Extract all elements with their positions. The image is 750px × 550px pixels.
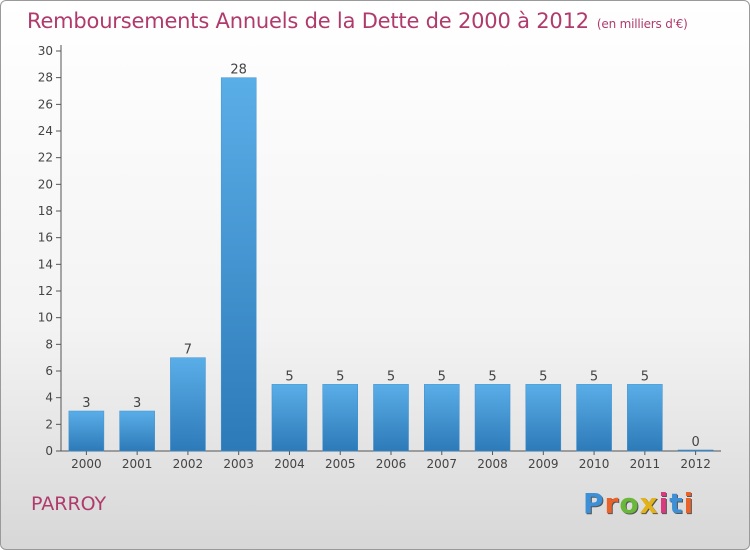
- x-tick-label: 2010: [579, 457, 610, 471]
- value-label-2012: 0: [691, 435, 699, 450]
- value-label-2002: 7: [184, 343, 192, 358]
- y-tick-label: 30: [38, 44, 53, 58]
- y-tick-label: 10: [38, 311, 53, 325]
- value-label-2008: 5: [488, 369, 496, 384]
- bar-2012: [677, 449, 714, 452]
- logo-letter: i: [658, 487, 670, 520]
- y-tick-label: 16: [38, 231, 53, 245]
- x-tick-label: 2004: [274, 457, 305, 471]
- x-tick-label: 2003: [223, 457, 254, 471]
- y-tick-label: 26: [38, 97, 53, 111]
- logo-letter: x: [639, 487, 659, 520]
- y-tick-label: 0: [45, 444, 53, 458]
- chart-bars: 3 3 7 28 5 5 5 5 5 5 5 5 0: [68, 63, 714, 452]
- x-tick-label: 2012: [680, 457, 711, 471]
- value-label-2000: 3: [82, 396, 90, 411]
- value-label-2009: 5: [539, 369, 547, 384]
- bar-2002: [170, 357, 206, 452]
- x-tick-label: 2011: [630, 457, 661, 471]
- y-tick-label: 6: [45, 364, 53, 378]
- bar-2000: [68, 410, 105, 452]
- chart-title: Remboursements Annuels de la Dette de 20…: [27, 9, 688, 33]
- y-tick-label: 8: [45, 337, 53, 351]
- bar-2011: [627, 384, 663, 452]
- logo-letter: i: [683, 487, 695, 520]
- y-tick-label: 14: [38, 257, 53, 271]
- bar-2006: [373, 384, 409, 452]
- y-tick-label: 24: [38, 124, 53, 138]
- logo-letter: r: [604, 487, 620, 520]
- x-tick-label: 2001: [122, 457, 153, 471]
- bar-2010: [576, 384, 612, 452]
- value-label-2010: 5: [590, 369, 598, 384]
- bar-2001: [119, 410, 155, 452]
- x-tick-label: 2000: [71, 457, 102, 471]
- logo-letter: P: [583, 487, 605, 520]
- y-tick-label: 22: [38, 151, 53, 165]
- chart-title-text: Remboursements Annuels de la Dette de 20…: [27, 9, 589, 33]
- value-label-2011: 5: [641, 369, 649, 384]
- y-tick-label: 18: [38, 204, 53, 218]
- y-tick-label: 4: [45, 391, 53, 405]
- y-tick-label: 28: [38, 71, 53, 85]
- y-tick-label: 12: [38, 284, 53, 298]
- logo-letter: o: [619, 487, 640, 520]
- x-tick-label: 2009: [528, 457, 559, 471]
- y-tick-label: 2: [45, 417, 53, 431]
- x-tick-label: 2008: [477, 457, 508, 471]
- x-tick-label: 2002: [173, 457, 204, 471]
- value-label-2004: 5: [285, 369, 293, 384]
- logo-letter: t: [669, 487, 684, 520]
- bar-2007: [424, 384, 460, 452]
- value-label-2001: 3: [133, 396, 141, 411]
- x-tick-label: 2005: [325, 457, 356, 471]
- bar-2009: [525, 384, 562, 452]
- commune-name: PARROY: [31, 493, 107, 515]
- bar-2008: [474, 384, 511, 452]
- proxiti-logo[interactable]: Proxiti: [583, 487, 694, 520]
- value-label-2006: 5: [387, 369, 395, 384]
- bar-2005: [322, 384, 358, 452]
- value-label-2003: 28: [230, 63, 247, 78]
- x-tick-label: 2006: [376, 457, 407, 471]
- chart-subtitle: (en milliers d'€): [596, 17, 688, 31]
- bar-2003: [220, 77, 257, 452]
- value-label-2007: 5: [438, 369, 446, 384]
- y-tick-label: 20: [38, 177, 53, 191]
- bar-2004: [271, 384, 308, 452]
- value-label-2005: 5: [336, 369, 344, 384]
- x-tick-label: 2007: [426, 457, 457, 471]
